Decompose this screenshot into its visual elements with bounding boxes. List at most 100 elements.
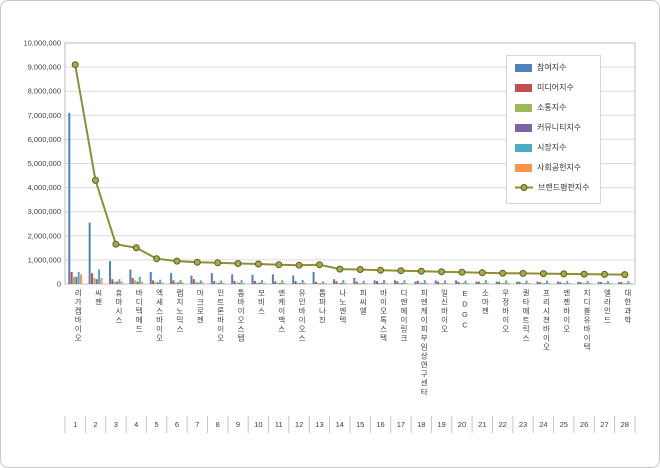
bar-segment (606, 281, 609, 284)
brand-index-marker (173, 257, 181, 265)
y-axis-tick-label: 10,000,000 (23, 39, 61, 48)
bar-segment (161, 282, 164, 284)
bar-segment (179, 280, 182, 284)
bar-segment (414, 281, 417, 284)
bar-segment (536, 281, 539, 284)
bar-segment (376, 281, 379, 284)
rank-number: 5 (154, 420, 159, 429)
bar-segment (319, 283, 322, 284)
category-label: 피씨엘 (358, 289, 368, 316)
rank-number: 10 (254, 420, 263, 429)
bar-segment (220, 280, 223, 284)
brand-index-marker (132, 244, 140, 252)
bar-segment (622, 283, 625, 284)
brand-index-marker (560, 270, 568, 278)
brand-index-marker (438, 268, 446, 276)
bar-segment (579, 282, 582, 284)
legend-label: 사회공헌지수 (537, 163, 582, 172)
category-label: EDGC (460, 289, 470, 331)
bar-segment (500, 283, 503, 284)
bar-segment (543, 283, 546, 284)
bar-segment (559, 282, 562, 284)
bar-segment (421, 283, 424, 284)
bar-segment (344, 282, 347, 285)
bar-segment (120, 281, 123, 284)
brand-index-marker (377, 266, 384, 274)
brand-index-marker (417, 267, 425, 275)
bar-segment (484, 280, 487, 284)
bar-segment (464, 280, 467, 284)
category-label: 대한과학 (623, 289, 633, 325)
category-label: 엔케이맥스 (277, 289, 287, 334)
bar-segment (487, 283, 490, 284)
bar-segment (556, 281, 559, 284)
legend-item: 커뮤니티지수 (515, 123, 590, 132)
bar-segment (457, 281, 460, 284)
bar-segment (199, 280, 202, 284)
bar-segment (294, 281, 297, 284)
bar-segment (111, 279, 114, 284)
bar-segment (222, 282, 225, 285)
bar-segment (525, 280, 528, 284)
bar-segment (419, 282, 422, 284)
bar-segment (538, 282, 541, 284)
brand-index-marker (458, 268, 466, 276)
bar-segment (398, 282, 401, 285)
bar-segment (498, 281, 501, 284)
bar-segment (446, 283, 449, 284)
bar-segment (93, 277, 96, 285)
brand-index-marker (295, 261, 303, 269)
rank-number: 3 (113, 420, 118, 429)
bar-segment (100, 277, 103, 285)
legend-item: 사회공헌지수 (515, 163, 590, 172)
bar-segment (516, 281, 519, 284)
bar-segment (210, 273, 213, 284)
bar-segment (177, 282, 180, 284)
bar-segment (281, 280, 284, 284)
legend-label: 커뮤니티지수 (537, 123, 582, 132)
bar-segment (627, 281, 630, 284)
bar-segment (129, 269, 132, 284)
category-label: 마크로젠 (195, 289, 205, 325)
legend-label: 브랜드평판지수 (538, 183, 590, 192)
rank-number: 13 (315, 420, 324, 429)
bar-segment (116, 281, 119, 284)
bar-segment (70, 271, 73, 284)
brand-index-marker (153, 255, 161, 263)
bar-segment (195, 282, 198, 284)
bar-segment (138, 276, 141, 284)
rank-number: 9 (235, 420, 241, 429)
rank-number: 21 (478, 420, 487, 429)
category-label: 엑세스바이오 (155, 289, 165, 343)
rank-number: 28 (620, 420, 629, 429)
brand-index-marker (336, 265, 344, 273)
bar-segment (437, 281, 440, 284)
brand-index-marker (193, 258, 201, 266)
bar-segment (342, 280, 345, 284)
bar-segment (152, 280, 155, 284)
y-axis-tick-label: 8,000,000 (28, 87, 61, 96)
bar-segment (95, 279, 98, 284)
bar-segment (423, 280, 426, 284)
category-label: 프리시젼바이오 (541, 289, 551, 352)
bar-segment (604, 283, 607, 284)
bar-segment (566, 280, 569, 284)
bar-segment (577, 281, 580, 284)
category-label: 디엔에이링크 (399, 289, 409, 343)
bar-segment (403, 280, 406, 284)
brand-index-marker (92, 176, 99, 184)
brand-index-marker (254, 260, 262, 268)
category-label: 랩지노믹스 (175, 289, 185, 334)
bar-segment (394, 280, 397, 284)
bar-segment (321, 281, 324, 284)
bar-segment (233, 280, 236, 284)
bar-segment (586, 280, 589, 284)
bar-segment (355, 281, 358, 284)
bar-segment (238, 282, 241, 285)
bar-segment (507, 283, 510, 284)
bar-segment (495, 281, 498, 284)
bar-segment (629, 283, 632, 284)
rank-number: 6 (174, 420, 180, 429)
bar-segment (283, 282, 286, 285)
